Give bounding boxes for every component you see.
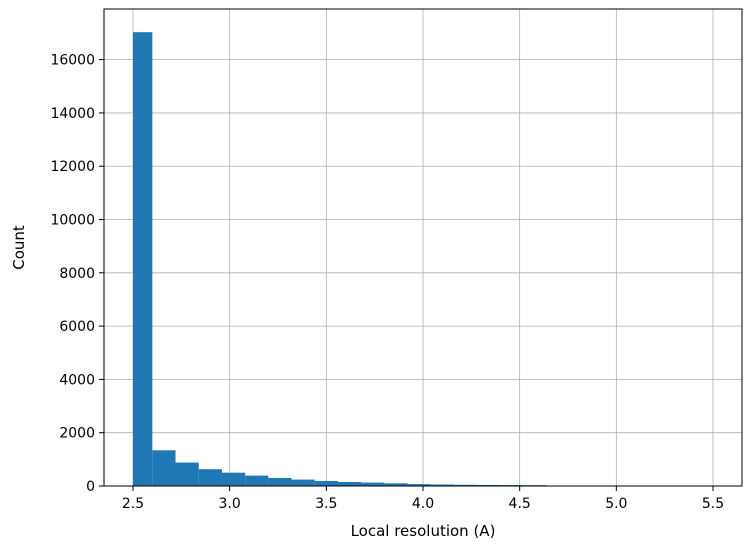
y-axis-label: Count: [10, 225, 28, 270]
x-tick-label: 5.0: [605, 496, 627, 512]
y-tick-label: 16000: [50, 53, 95, 69]
x-tick-label: 3.0: [219, 496, 241, 512]
grid-lines: [104, 9, 742, 486]
y-tick-label: 10000: [50, 213, 95, 229]
x-tick-label: 4.0: [412, 496, 434, 512]
histogram-bar: [133, 32, 152, 486]
y-tick-label: 4000: [59, 372, 95, 388]
x-tick-label: 5.5: [702, 496, 724, 512]
histogram-bar: [315, 481, 338, 486]
x-tick-label: 2.5: [122, 496, 144, 512]
y-tick-label: 12000: [50, 159, 95, 175]
y-tick-label: 6000: [59, 319, 95, 335]
y-axis: 0 2000 4000 6000 8000 10000 12000 14000 16000: [50, 53, 104, 495]
y-tick-label: 0: [86, 479, 95, 495]
histogram-bar: [199, 469, 222, 486]
histogram-bar: [268, 478, 291, 486]
histogram-bar: [338, 482, 361, 486]
x-axis: 2.5 3.0 3.5 4.0 4.5 5.0 5.5: [122, 486, 724, 512]
histogram-bar: [176, 463, 199, 486]
x-tick-label: 3.5: [315, 496, 337, 512]
histogram-bar: [361, 483, 384, 486]
histogram-bar: [245, 476, 268, 486]
histogram-bar: [152, 450, 175, 486]
histogram-bar: [222, 473, 245, 486]
x-tick-label: 4.5: [509, 496, 531, 512]
y-tick-label: 2000: [59, 426, 95, 442]
histogram-bar: [292, 480, 315, 486]
y-tick-label: 14000: [50, 106, 95, 122]
x-axis-label: Local resolution (A): [351, 522, 496, 540]
y-tick-label: 8000: [59, 266, 95, 282]
